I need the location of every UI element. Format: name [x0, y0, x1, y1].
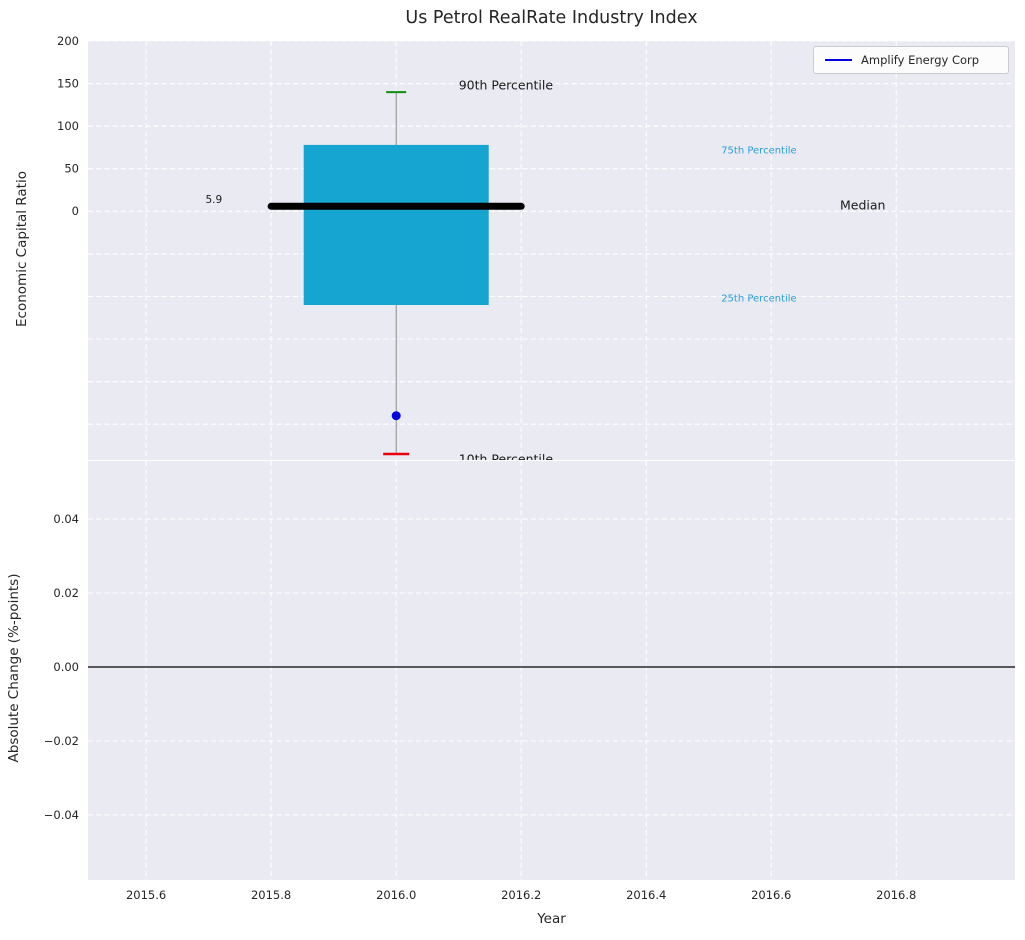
legend-line-sample	[825, 59, 852, 61]
legend: Amplify Energy Corp	[813, 46, 1009, 74]
bottom-y-tick-label: −0.02	[44, 734, 79, 748]
company-point	[391, 411, 401, 421]
top-plot-background	[88, 41, 1015, 460]
top-y-tick-label: 50	[64, 162, 79, 176]
x-tick-label: 2016.6	[751, 888, 791, 902]
annotation-75th-percentile: 75th Percentile	[721, 146, 797, 157]
annotation-90th-percentile: 90th Percentile	[459, 78, 554, 93]
x-tick-label: 2015.8	[251, 888, 291, 902]
annotation-median: Median	[840, 198, 885, 213]
iqr-box	[303, 144, 489, 305]
bottom-y-tick-label: 0.00	[53, 660, 79, 674]
bottom-y-tick-label: 0.04	[53, 512, 79, 526]
annotation-5-9: 5.9	[206, 194, 223, 206]
bottom-plot-background	[88, 461, 1015, 880]
top-y-axis-label: Economic Capital Ratio	[14, 171, 30, 327]
bottom-y-axis-label: Absolute Change (%-points)	[6, 573, 22, 763]
x-tick-label: 2016.0	[376, 888, 416, 902]
x-axis-label: Year	[537, 911, 566, 927]
x-tick-label: 2016.8	[876, 888, 916, 902]
bottom-y-tick-label: −0.04	[44, 808, 79, 822]
bottom-chart: 0.04 0.02 0.00 −0.02 −0.04 2015.6 2015.8 2016.0…	[44, 461, 1015, 902]
top-y-tick-label: 150	[57, 77, 79, 91]
annotation-25th-percentile: 25th Percentile	[721, 294, 797, 305]
x-tick-label: 2016.2	[501, 888, 541, 902]
top-y-tick-label: 100	[57, 119, 79, 133]
x-tick-label: 2015.6	[126, 888, 166, 902]
top-y-tick-label: 200	[57, 34, 79, 48]
legend-label: Amplify Energy Corp	[861, 53, 980, 67]
x-tick-label: 2016.4	[626, 888, 666, 902]
top-chart: 90th Percentile 75th Percentile Median 25th…	[57, 34, 1015, 462]
chart-title: Us Petrol RealRate Industry Index	[405, 8, 698, 28]
annotation-10th-percentile: 10th Percentile	[459, 452, 554, 462]
top-y-tick-label: 0	[72, 204, 79, 218]
bottom-y-tick-label: 0.02	[53, 586, 79, 600]
